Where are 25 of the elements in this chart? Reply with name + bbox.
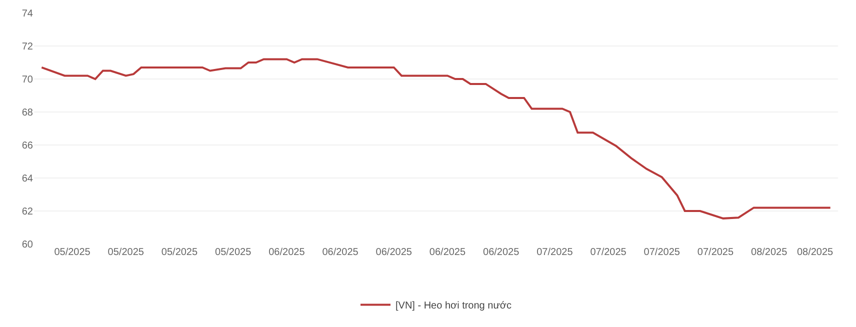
x-tick-label: 08/2025 [751,247,788,258]
x-tick-label: 05/2025 [215,247,252,258]
y-tick-label: 74 [22,8,34,20]
y-tick-label: 60 [22,240,34,250]
x-tick-label: 07/2025 [536,247,574,258]
x-tick-label: 06/2025 [376,247,412,258]
x-tick-label: 06/2025 [429,247,466,258]
legend-label: [VN] - Heo hơi trong nước [396,300,512,312]
y-tick-label: 66 [22,140,34,152]
x-tick-label: 07/2025 [697,247,734,258]
y-tick-label: 62 [22,206,34,218]
x-tick-label: 06/2025 [322,247,359,258]
x-tick-label: 05/2025 [54,247,91,258]
y-tick-label: 64 [22,174,34,184]
y-tick-label: 70 [22,74,34,86]
x-tick-label: 05/2025 [108,247,144,258]
x-tick-label: 05/2025 [161,247,198,258]
x-tick-label: 06/2025 [483,247,520,258]
x-tick-label: 08/2025 [796,247,834,258]
line-series [40,58,832,220]
y-tick-label: 72 [22,42,34,52]
x-tick-label: 07/2025 [644,247,680,258]
x-tick-label: 07/2025 [590,247,627,258]
x-tick-label: 06/2025 [268,247,306,258]
y-tick-label: 68 [22,108,34,118]
